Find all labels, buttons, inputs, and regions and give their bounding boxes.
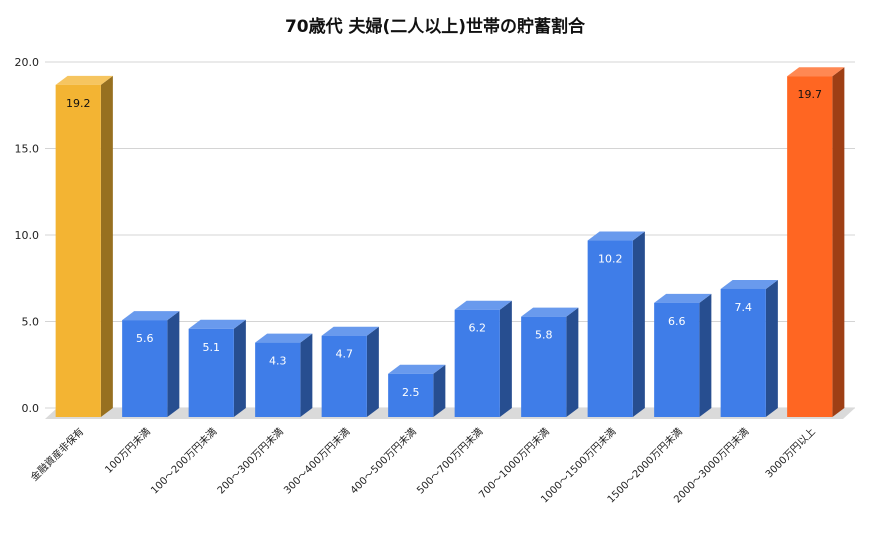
x-tick-label: 1000〜1500万円未満 bbox=[539, 426, 619, 506]
y-tick-label: 10.0 bbox=[15, 229, 40, 242]
bar-side bbox=[566, 307, 579, 417]
bars-layer bbox=[55, 67, 845, 417]
bar-side bbox=[765, 279, 778, 417]
data-label: 19.7 bbox=[798, 88, 823, 101]
bar-front bbox=[787, 76, 833, 417]
chart-floor bbox=[45, 408, 855, 419]
bar-front bbox=[188, 328, 234, 417]
chart-floor-plane bbox=[45, 408, 855, 419]
data-label: 5.6 bbox=[136, 332, 154, 345]
bar-side bbox=[100, 75, 113, 417]
bar-side bbox=[699, 293, 712, 417]
bar bbox=[388, 364, 446, 417]
x-tick-label: 100〜200万円未満 bbox=[149, 426, 220, 497]
bar-top bbox=[454, 300, 512, 310]
bar-top bbox=[587, 231, 645, 241]
bar bbox=[321, 326, 379, 417]
x-tick-label: 200〜300万円未満 bbox=[215, 426, 286, 497]
bar-side bbox=[832, 67, 845, 417]
bar-front bbox=[321, 335, 367, 417]
bar-side bbox=[433, 364, 446, 417]
x-tick-label: 2000〜3000万円未満 bbox=[672, 426, 752, 506]
bar-front bbox=[454, 309, 500, 417]
data-label: 4.3 bbox=[269, 355, 287, 368]
x-tick-label: 700〜1000万円未満 bbox=[477, 426, 552, 501]
bar bbox=[454, 300, 512, 417]
bar-top bbox=[654, 293, 712, 303]
bar bbox=[188, 319, 246, 417]
bar-side bbox=[632, 231, 645, 417]
bar-front bbox=[255, 342, 301, 417]
data-label: 10.2 bbox=[598, 253, 623, 266]
bar-top bbox=[55, 75, 113, 85]
x-tick-label: 100万円未満 bbox=[103, 426, 153, 476]
data-label: 19.2 bbox=[66, 97, 91, 110]
bar-side bbox=[366, 326, 379, 417]
bar-side bbox=[300, 333, 313, 417]
bar-front bbox=[122, 320, 168, 417]
x-tick-label: 1500〜2000万円未満 bbox=[605, 426, 685, 506]
bar bbox=[255, 333, 313, 417]
chart-title: 70歳代 夫婦(二人以上)世帯の貯蓄割合 bbox=[284, 17, 586, 37]
data-label: 2.5 bbox=[402, 386, 420, 399]
bar-front bbox=[521, 316, 567, 417]
x-tick-label: 500〜700万円未満 bbox=[415, 426, 486, 497]
bar-top bbox=[787, 67, 845, 77]
y-tick-label: 5.0 bbox=[22, 316, 40, 329]
bar-top bbox=[321, 326, 379, 336]
bar bbox=[122, 311, 180, 417]
bar bbox=[720, 279, 778, 417]
x-tick-label: 400〜500万円未満 bbox=[348, 426, 419, 497]
bar bbox=[654, 293, 712, 417]
bar-top bbox=[255, 333, 313, 343]
axis-layer: 0.0 5.0 10.0 15.0 20.0 金融資産非保有 100万円未満100〜200万… bbox=[15, 56, 818, 505]
y-tick-label: 15.0 bbox=[15, 143, 40, 156]
bar-front bbox=[388, 373, 434, 417]
data-label: 6.2 bbox=[469, 322, 487, 335]
bar-front bbox=[55, 84, 101, 417]
bar-side bbox=[167, 311, 180, 417]
bar-side bbox=[499, 300, 512, 417]
data-label: 6.6 bbox=[668, 315, 686, 328]
bar-top bbox=[388, 364, 446, 374]
data-label: 4.7 bbox=[336, 348, 354, 361]
bar-front bbox=[587, 240, 633, 417]
y-tick-label: 20.0 bbox=[15, 56, 40, 69]
bar bbox=[521, 307, 579, 417]
x-tick-label: 3000万円以上 bbox=[763, 426, 818, 481]
bar-top bbox=[122, 311, 180, 321]
x-tick-label: 300〜400万円未満 bbox=[282, 426, 353, 497]
bar-top bbox=[188, 319, 246, 329]
bar bbox=[55, 75, 113, 417]
bar-side bbox=[233, 319, 246, 417]
data-label: 7.4 bbox=[735, 301, 753, 314]
data-label: 5.1 bbox=[203, 341, 221, 354]
bar-front bbox=[720, 288, 766, 417]
labels-layer: 19.2 5.6 5.1 4.3 4.7 2.5 6.2 5.8 10.2 6.6 7.4 19.7 bbox=[66, 88, 822, 399]
y-tick-label: 0.0 bbox=[22, 402, 40, 415]
bar-front bbox=[654, 302, 700, 417]
data-label: 5.8 bbox=[535, 329, 553, 342]
x-tick-label: 金融資産非保有 bbox=[28, 425, 87, 484]
bar-top bbox=[521, 307, 579, 317]
bar bbox=[587, 231, 645, 417]
bar-top bbox=[720, 279, 778, 289]
bar bbox=[787, 67, 845, 417]
